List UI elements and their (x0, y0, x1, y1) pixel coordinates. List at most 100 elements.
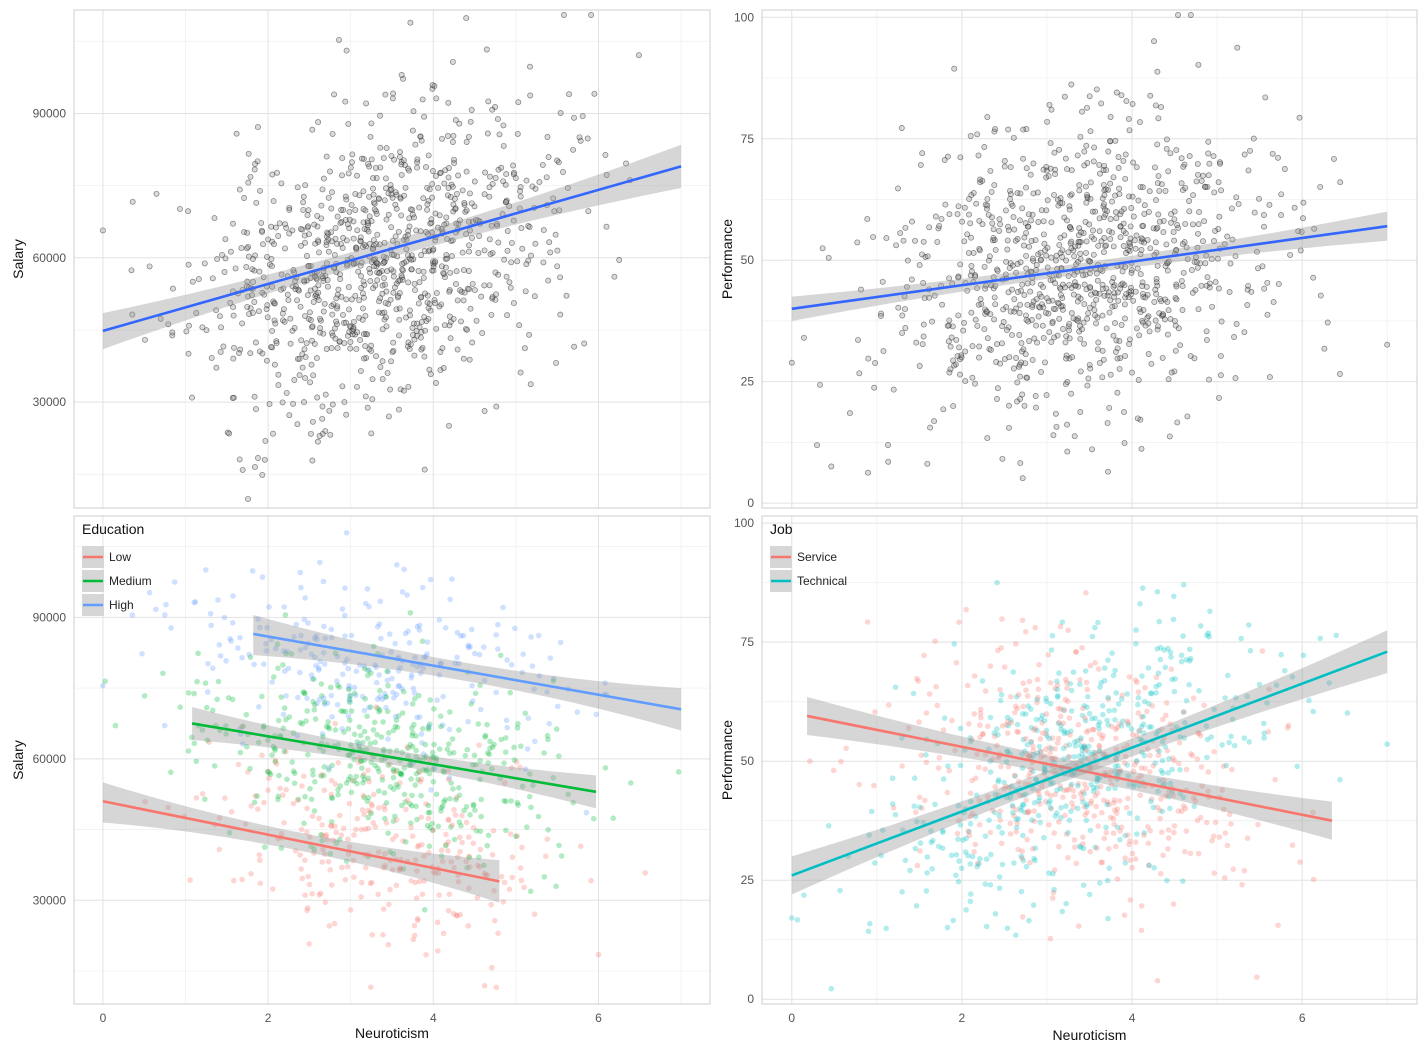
data-point (635, 52, 642, 59)
data-point (958, 354, 965, 361)
data-point (435, 948, 441, 954)
data-point (1112, 209, 1119, 216)
data-point (186, 322, 192, 329)
data-point (602, 765, 609, 771)
data-point (257, 880, 264, 887)
data-point (1121, 760, 1128, 766)
data-point (171, 579, 178, 585)
data-point (982, 881, 989, 887)
data-point (311, 221, 318, 228)
data-point (486, 282, 493, 289)
data-point (1077, 368, 1084, 375)
data-point (376, 805, 382, 811)
data-point (487, 173, 493, 180)
data-point (865, 469, 871, 476)
data-point (129, 311, 136, 318)
data-point (405, 279, 412, 286)
data-point (391, 284, 398, 291)
data-point (383, 216, 390, 223)
data-point (1167, 315, 1174, 322)
data-point (986, 817, 992, 824)
data-point (1026, 917, 1032, 924)
data-point (257, 857, 263, 864)
data-point (911, 803, 917, 809)
data-point (1306, 697, 1312, 704)
data-point (382, 175, 389, 182)
data-point (336, 338, 343, 345)
data-point (464, 326, 470, 333)
data-point (1231, 742, 1238, 749)
data-point (1003, 327, 1010, 334)
data-point (398, 72, 405, 78)
data-point (1144, 314, 1151, 321)
data-point (418, 293, 425, 300)
data-point (555, 703, 561, 710)
data-point (367, 278, 374, 284)
data-point (432, 258, 439, 265)
data-point (1118, 322, 1125, 328)
data-point (1005, 730, 1011, 736)
data-point (1048, 647, 1055, 653)
data-point (423, 229, 430, 235)
data-point (487, 745, 493, 752)
data-point (409, 701, 416, 707)
data-point (985, 257, 992, 264)
data-point (987, 311, 994, 318)
data-point (385, 682, 391, 689)
data-point (1154, 224, 1161, 231)
data-point (960, 327, 967, 334)
data-point (1220, 763, 1227, 769)
y-tick-label: 50 (741, 253, 755, 267)
data-point (994, 396, 1000, 402)
data-point (504, 657, 510, 663)
data-point (1043, 392, 1050, 399)
data-point (1106, 404, 1113, 411)
data-point (503, 273, 510, 280)
data-point (1047, 750, 1053, 756)
data-point (1224, 842, 1231, 849)
data-point (976, 354, 982, 361)
data-point (958, 865, 965, 872)
data-point (1261, 285, 1268, 292)
data-point (361, 728, 368, 735)
data-point (398, 212, 405, 219)
data-point (202, 796, 208, 802)
data-point (357, 367, 364, 374)
data-point (1033, 262, 1040, 268)
data-point (447, 193, 454, 200)
data-point (493, 984, 500, 991)
data-point (280, 306, 287, 313)
data-point (1078, 735, 1084, 741)
data-point (423, 164, 429, 171)
data-point (1084, 382, 1091, 389)
data-point (333, 318, 340, 325)
data-point (1005, 126, 1012, 133)
data-point (398, 770, 405, 777)
data-point (1170, 901, 1177, 907)
data-point (1198, 177, 1205, 184)
data-point (868, 808, 875, 815)
data-point (920, 321, 927, 328)
data-point (210, 665, 216, 671)
data-point (360, 792, 367, 799)
data-point (1077, 335, 1084, 342)
data-point (165, 321, 172, 328)
data-point (789, 915, 795, 921)
data-point (911, 775, 918, 781)
data-point (902, 325, 909, 331)
data-point (1186, 153, 1193, 160)
data-point (1080, 882, 1087, 888)
data-point (385, 413, 392, 420)
data-point (492, 917, 498, 924)
data-point (900, 237, 907, 244)
data-point (360, 206, 367, 213)
data-point (1060, 326, 1066, 332)
data-point (1039, 322, 1046, 329)
data-point (1156, 748, 1163, 754)
data-point (1109, 229, 1115, 236)
data-point (467, 305, 474, 312)
data-point (987, 769, 994, 775)
data-point (1137, 271, 1144, 278)
data-point (260, 241, 266, 248)
data-point (1244, 286, 1251, 293)
